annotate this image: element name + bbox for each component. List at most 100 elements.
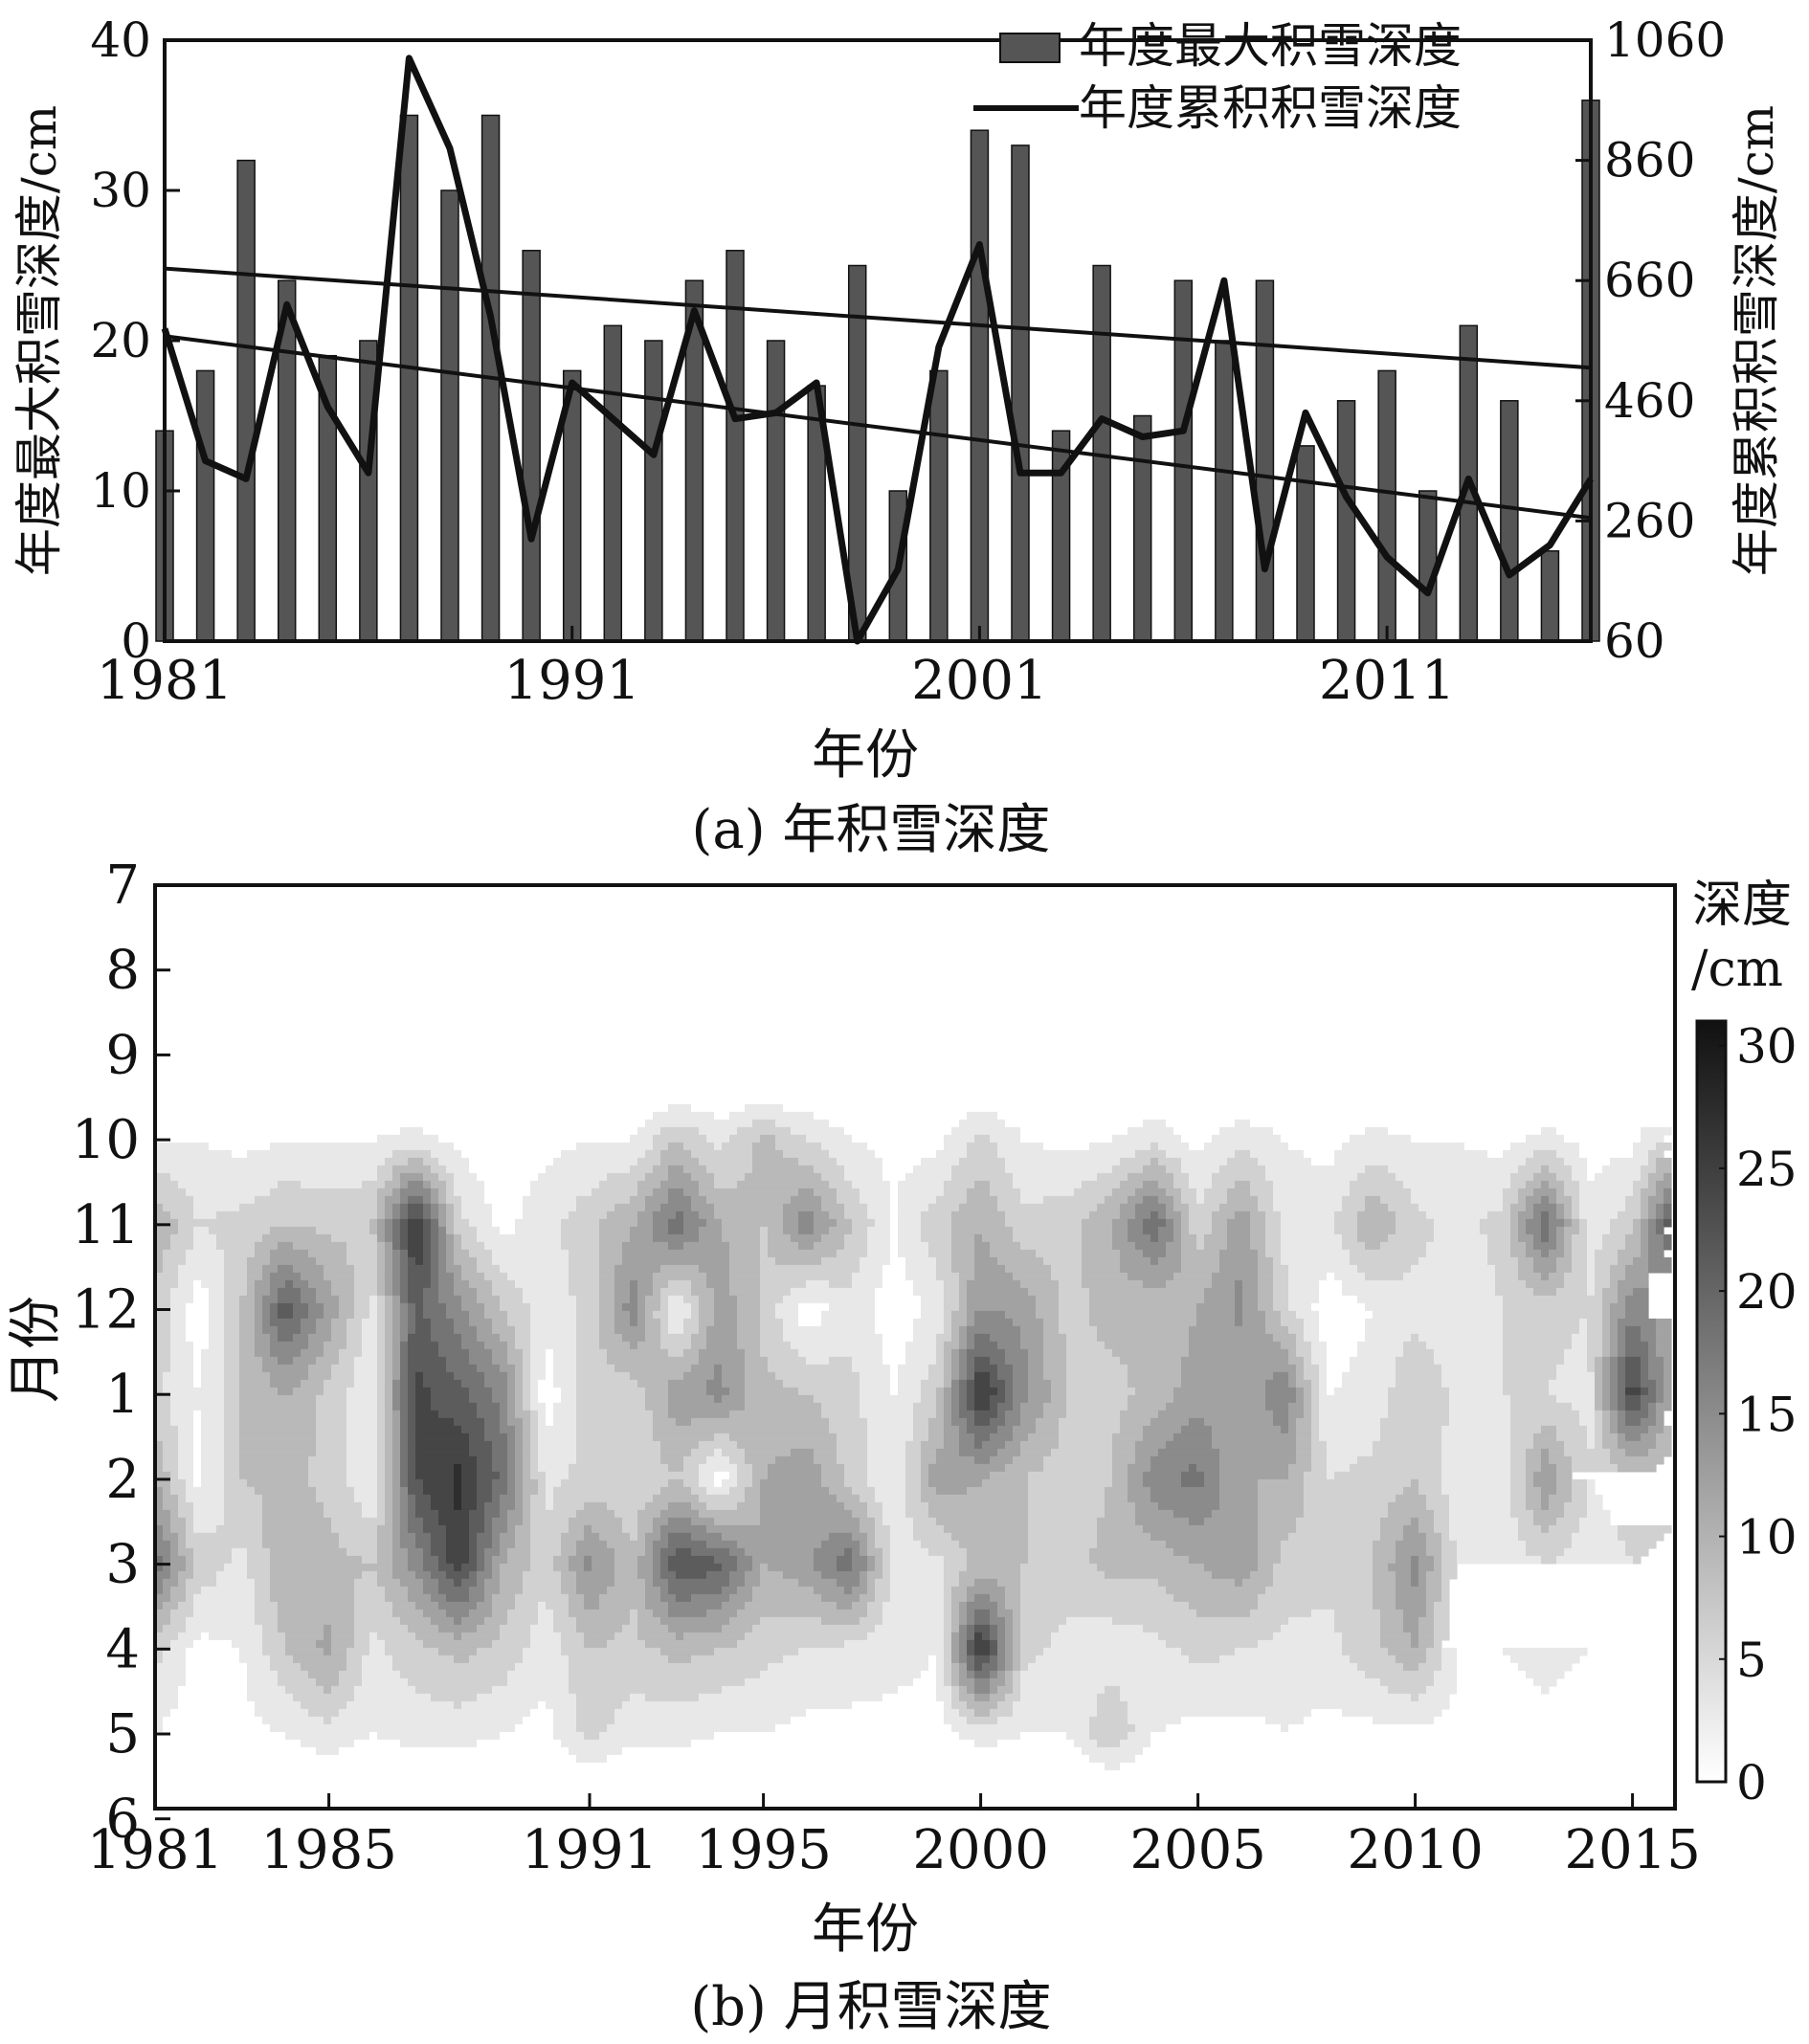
contour-cell — [653, 1279, 669, 1289]
contour-cell — [507, 1486, 516, 1496]
contour-cell — [500, 1624, 531, 1633]
contour-cell — [438, 1555, 447, 1565]
month-tick-label-9: 9 — [105, 1024, 140, 1086]
contour-cell — [614, 1325, 646, 1335]
contour-cell — [1028, 1394, 1052, 1404]
contour-cell — [1510, 1417, 1580, 1427]
contour-cell — [637, 1126, 661, 1136]
contour-cell — [186, 1563, 194, 1572]
contour-cell — [400, 1517, 409, 1526]
contour-cell — [1028, 1509, 1106, 1519]
contour-cell — [576, 1716, 615, 1725]
contour-cell — [1503, 1149, 1534, 1159]
contour-cell — [346, 1662, 363, 1672]
contour-cell — [944, 1425, 960, 1434]
contour-cell — [1189, 1348, 1289, 1358]
contour-cell — [882, 1272, 906, 1281]
contour-cell — [155, 1226, 179, 1235]
contour-cell — [538, 1700, 547, 1710]
contour-cell — [1556, 1203, 1565, 1212]
contour-cell — [438, 1624, 478, 1633]
contour-cell — [484, 1341, 508, 1350]
contour-cell — [1541, 1463, 1557, 1473]
contour-cell — [377, 1364, 386, 1373]
contour-cell — [178, 1455, 194, 1465]
contour-cell — [385, 1241, 393, 1251]
contour-cell — [860, 1547, 868, 1557]
contour-cell — [1327, 1356, 1351, 1366]
contour-cell — [997, 1425, 1014, 1434]
contour-cell — [446, 1264, 462, 1274]
contour-cell — [1625, 1540, 1657, 1549]
contour-cell — [1503, 1356, 1565, 1366]
contour-cell — [1510, 1494, 1527, 1503]
contour-cell — [1396, 1578, 1412, 1588]
month-tick-label-1: 1 — [105, 1364, 140, 1426]
contour-cell — [1258, 1272, 1274, 1281]
contour-cell — [1059, 1279, 1083, 1289]
contour-cell — [377, 1433, 386, 1442]
contour-cell — [576, 1700, 623, 1710]
contour-cell — [821, 1471, 845, 1480]
contour-cell — [377, 1494, 386, 1503]
contour-cell — [997, 1647, 1006, 1656]
contour-cell — [1158, 1195, 1174, 1205]
contour-cell — [1388, 1509, 1435, 1519]
contour-cell — [737, 1609, 868, 1618]
contour-cell — [867, 1501, 883, 1511]
contour-cell — [400, 1325, 409, 1335]
contour-cell — [691, 1448, 715, 1457]
contour-cell — [331, 1287, 355, 1297]
contour-cell — [821, 1142, 868, 1151]
contour-cell — [1204, 1233, 1228, 1243]
contour-cell — [1311, 1356, 1328, 1366]
left-tick-label-20: 20 — [90, 313, 151, 368]
contour-cell — [898, 1685, 937, 1695]
contour-cell — [431, 1547, 447, 1557]
contour-cell — [974, 1402, 991, 1411]
contour-cell — [1526, 1478, 1534, 1488]
contour-cell — [1618, 1425, 1649, 1434]
contour-cell — [178, 1433, 194, 1442]
contour-cell — [1212, 1509, 1259, 1519]
contour-cell — [523, 1448, 531, 1457]
contour-cell — [1648, 1149, 1664, 1159]
contour-cell — [852, 1547, 860, 1557]
contour-cell — [1587, 1509, 1611, 1519]
contour-cell — [1411, 1333, 1419, 1343]
contour-cell — [415, 1440, 470, 1450]
contour-cell — [1549, 1272, 1565, 1281]
contour-cell — [569, 1563, 585, 1572]
contour-cell — [331, 1364, 355, 1373]
contour-cell — [377, 1279, 386, 1289]
contour-cell — [944, 1655, 952, 1664]
contour-cell — [974, 1639, 991, 1649]
contour-cell — [178, 1226, 194, 1235]
contour-cell — [706, 1455, 730, 1465]
contour-cell — [1250, 1149, 1305, 1159]
contour-cell — [1043, 1325, 1060, 1335]
contour-cell — [1441, 1379, 1504, 1389]
contour-cell — [936, 1670, 945, 1679]
contour-cell — [530, 1547, 562, 1557]
contour-cell — [1587, 1172, 1596, 1182]
contour-cell — [1426, 1655, 1442, 1664]
contour-cell — [1618, 1333, 1626, 1343]
bar-2014 — [1500, 400, 1519, 642]
contour-cell — [385, 1295, 393, 1304]
contour-cell — [1128, 1402, 1167, 1411]
contour-cell — [959, 1341, 968, 1350]
contour-cell — [1181, 1157, 1228, 1166]
contour-cell — [216, 1524, 263, 1534]
contour-cell — [722, 1233, 761, 1243]
contour-cell — [515, 1325, 531, 1335]
contour-cell — [653, 1570, 661, 1580]
contour-cell — [1618, 1433, 1626, 1442]
contour-cell — [706, 1279, 730, 1289]
contour-cell — [837, 1448, 868, 1457]
contour-cell — [155, 1287, 171, 1297]
contour-cell — [814, 1211, 830, 1220]
contour-cell — [1143, 1433, 1174, 1442]
contour-cell — [155, 1417, 171, 1427]
contour-cell — [921, 1233, 952, 1243]
